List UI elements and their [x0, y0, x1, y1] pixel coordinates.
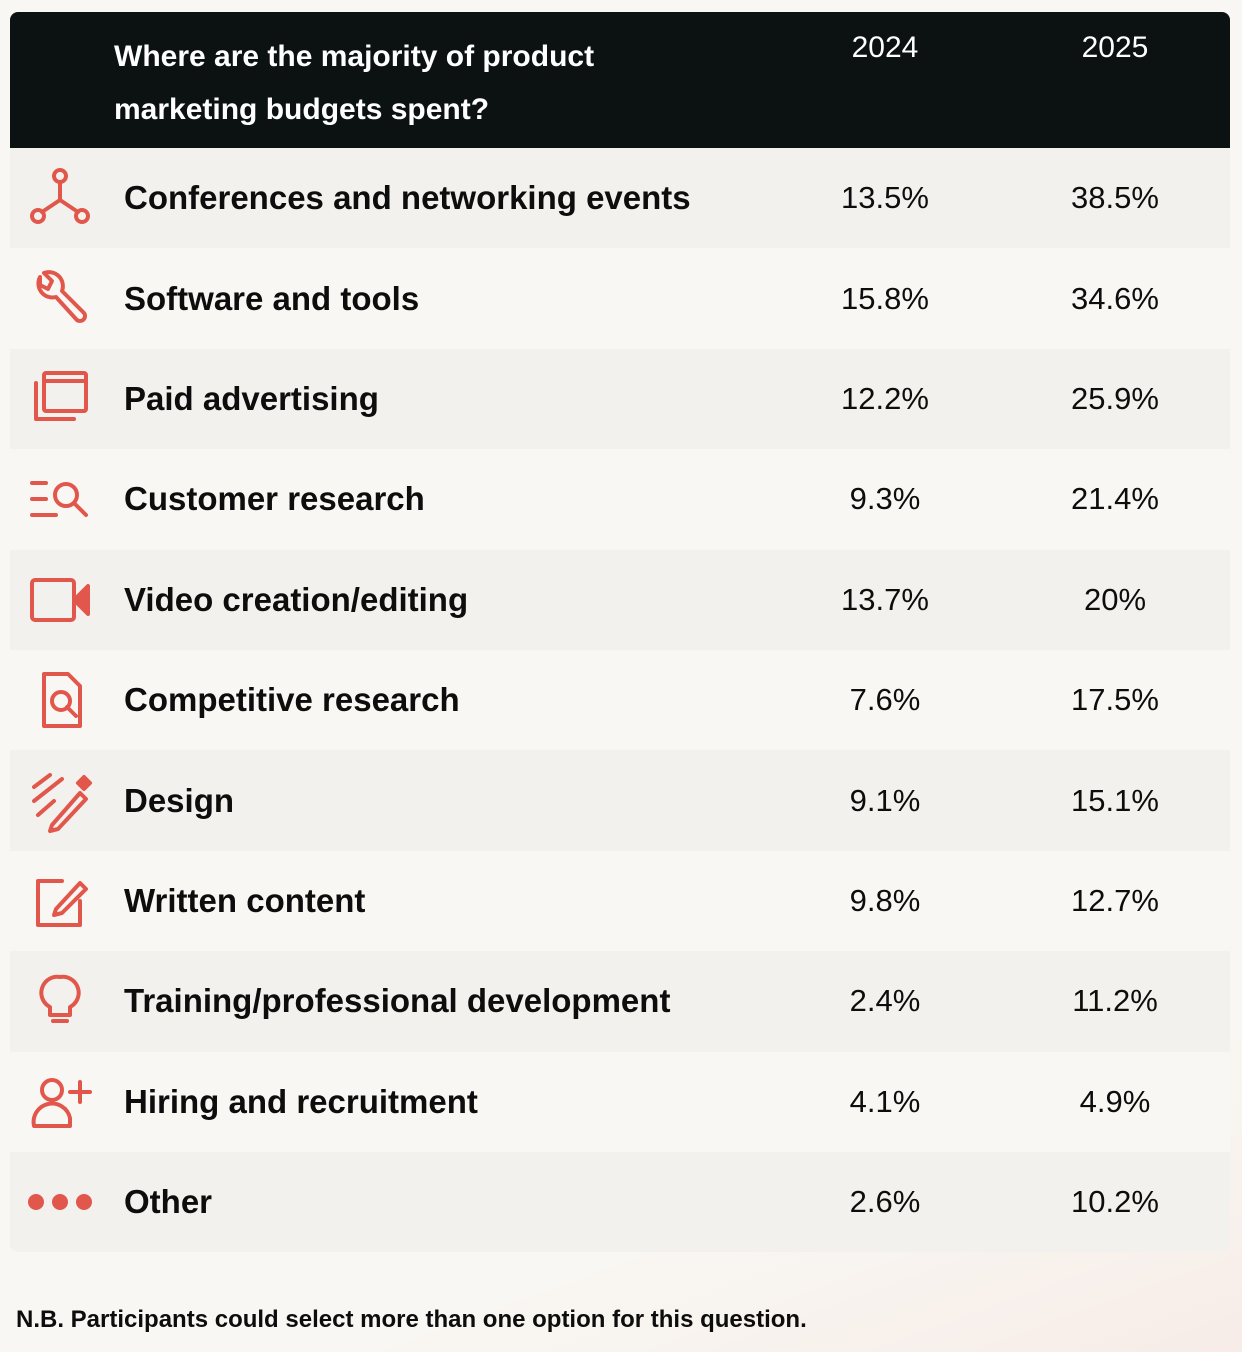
- table-row: Video creation/editing 13.7% 20%: [10, 549, 1230, 650]
- column-header-2025: 2025: [1081, 31, 1149, 64]
- value-2024: 2.6%: [849, 1184, 921, 1220]
- budget-table: Where are the majority of product market…: [10, 12, 1230, 1253]
- value-2025: 10.2%: [1071, 1184, 1159, 1220]
- table-row: Design 9.1% 15.1%: [10, 750, 1230, 851]
- row-label: Other: [124, 1183, 213, 1221]
- value-2024: 4.1%: [849, 1083, 921, 1119]
- row-label: Design: [124, 781, 235, 819]
- footnote: N.B. Participants could select more than…: [16, 1306, 807, 1333]
- value-2024: 13.5%: [841, 180, 929, 216]
- value-2025: 4.9%: [1079, 1083, 1151, 1119]
- value-2025: 20%: [1083, 581, 1147, 617]
- stacked-windows-icon: [26, 367, 94, 431]
- value-2025: 34.6%: [1071, 280, 1159, 316]
- wrench-icon: [26, 267, 94, 331]
- value-2024: 9.8%: [849, 882, 921, 918]
- value-2024: 15.8%: [841, 280, 929, 316]
- value-2025: 15.1%: [1071, 782, 1159, 818]
- value-2024: 7.6%: [849, 682, 921, 718]
- value-2024: 9.1%: [849, 782, 921, 818]
- row-label: Customer research: [124, 480, 425, 518]
- row-label: Conferences and networking events: [124, 179, 691, 217]
- row-label: Competitive research: [124, 681, 460, 719]
- edit-square-icon: [26, 869, 94, 933]
- table-body: Conferences and networking events 13.5% 38…: [10, 148, 1230, 1253]
- value-2025: 17.5%: [1071, 682, 1159, 718]
- value-2025: 12.7%: [1071, 882, 1159, 918]
- row-label: Software and tools: [124, 279, 420, 317]
- table-row: Customer research 9.3% 21.4%: [10, 449, 1230, 550]
- table-row: Software and tools 15.8% 34.6%: [10, 248, 1230, 349]
- table-row: Paid advertising 12.2% 25.9%: [10, 348, 1230, 450]
- table-row: Written content 9.8% 12.7%: [10, 850, 1230, 952]
- row-label: Training/professional development: [124, 982, 671, 1020]
- table-row: Hiring and recruitment 4.1% 4.9%: [10, 1051, 1230, 1152]
- video-camera-icon: [26, 568, 94, 632]
- value-2025: 21.4%: [1071, 481, 1159, 517]
- list-search-icon: [26, 467, 94, 531]
- row-label: Video creation/editing: [124, 580, 469, 618]
- table-row: Conferences and networking events 13.5% 38…: [10, 148, 1230, 249]
- table-row: Training/professional development 2.4% 11.…: [10, 951, 1230, 1052]
- value-2024: 13.7%: [841, 581, 929, 617]
- document-search-icon: [26, 668, 94, 732]
- value-2025: 38.5%: [1071, 180, 1159, 216]
- more-dots-icon: [26, 1170, 94, 1234]
- network-nodes-icon: [26, 166, 94, 230]
- row-label: Hiring and recruitment: [124, 1082, 478, 1120]
- value-2024: 12.2%: [841, 380, 929, 416]
- value-2024: 9.3%: [849, 481, 921, 517]
- table-row: Other 2.6% 10.2%: [10, 1151, 1230, 1253]
- value-2025: 25.9%: [1071, 380, 1159, 416]
- table-row: Competitive research 7.6% 17.5%: [10, 649, 1230, 751]
- value-2024: 2.4%: [849, 983, 921, 1019]
- table-header: Where are the majority of product market…: [10, 12, 1230, 148]
- column-header-2024: 2024: [851, 31, 919, 64]
- value-2025: 11.2%: [1072, 983, 1158, 1019]
- user-add-icon: [26, 1070, 94, 1134]
- pencil-scribble-icon: [26, 769, 94, 833]
- lightbulb-icon: [26, 969, 94, 1033]
- row-label: Written content: [124, 881, 366, 919]
- table-title: Where are the majority of product market…: [114, 40, 595, 126]
- row-label: Paid advertising: [124, 379, 379, 417]
